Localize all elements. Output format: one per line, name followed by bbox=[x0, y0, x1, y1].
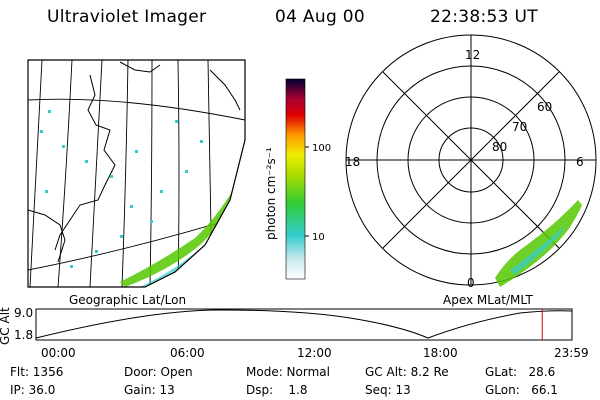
x-tick-1800: 18:00 bbox=[423, 346, 458, 360]
lat-label-70: 70 bbox=[512, 120, 527, 134]
instrument-title: Ultraviolet Imager bbox=[47, 7, 207, 27]
gain-label: Gain: 13 bbox=[124, 383, 175, 397]
date-label: 04 Aug 00 bbox=[275, 7, 365, 27]
x-tick-2359: 23:59 bbox=[554, 346, 589, 360]
gc-alt-label: GC Alt: 8.2 Re bbox=[365, 365, 449, 379]
glat-label: GLat: 28.6 bbox=[485, 365, 556, 379]
mode-label: Mode: Normal bbox=[246, 365, 330, 379]
dsp-label: Dsp: 1.8 bbox=[246, 383, 308, 397]
x-tick-0600: 06:00 bbox=[170, 346, 205, 360]
seq-label: Seq: 13 bbox=[365, 383, 411, 397]
time-label: 22:38:53 UT bbox=[430, 7, 538, 27]
geo-panel-label: Geographic Lat/Lon bbox=[69, 293, 187, 307]
mlt-label-12: 12 bbox=[465, 48, 480, 62]
x-tick-1200: 12:00 bbox=[297, 346, 332, 360]
lat-label-80: 80 bbox=[492, 140, 507, 154]
ip-label: IP: 36.0 bbox=[10, 383, 56, 397]
flight-label: Flt: 1356 bbox=[10, 365, 64, 379]
orbit-ylabel: GC Alt bbox=[0, 307, 12, 345]
mlt-label-0: 0 bbox=[467, 276, 475, 290]
polar-panel-label: Apex MLat/MLT bbox=[443, 293, 533, 307]
door-label: Door: Open bbox=[124, 365, 193, 379]
colorbar-unit-label: photon cm⁻²s⁻¹ bbox=[264, 147, 278, 240]
glon-label: GLon: 66.1 bbox=[485, 383, 558, 397]
lat-label-60: 60 bbox=[537, 100, 552, 114]
colorbar-tick-100: 100 bbox=[312, 143, 331, 154]
mlt-label-18: 18 bbox=[345, 155, 360, 169]
alt-tick-1-8: 1.8 bbox=[14, 328, 33, 342]
alt-tick-9: 9.0 bbox=[14, 306, 33, 320]
mlt-label-6: 6 bbox=[576, 155, 584, 169]
colorbar-tick-10: 10 bbox=[312, 232, 325, 243]
x-tick-0000: 00:00 bbox=[41, 346, 76, 360]
